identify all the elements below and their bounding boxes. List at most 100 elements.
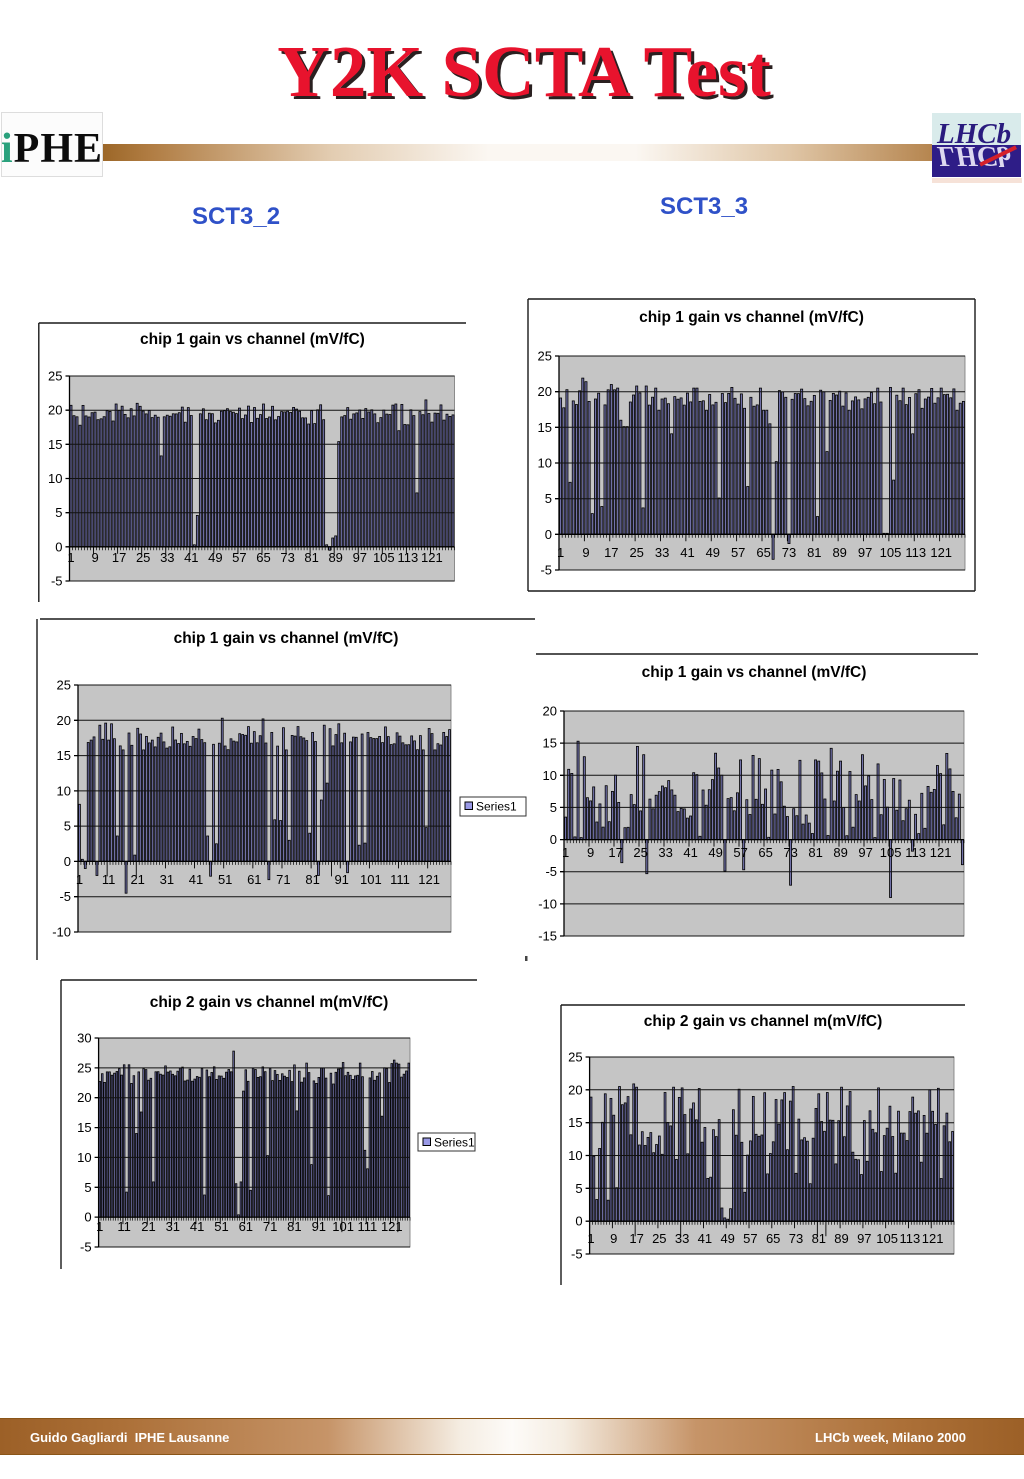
svg-text:9: 9 [582,545,589,560]
svg-text:121: 121 [930,545,952,560]
svg-text:chip 2 gain vs channel m(mV/fC: chip 2 gain vs channel m(mV/fC) [644,1013,883,1030]
svg-text:81: 81 [305,872,319,887]
svg-text:105: 105 [880,545,902,560]
svg-text:113: 113 [398,550,419,565]
svg-text:1: 1 [587,1231,594,1246]
svg-text:10: 10 [48,471,62,486]
svg-text:9: 9 [610,1231,617,1246]
svg-text:65: 65 [758,845,772,860]
svg-text:Series1: Series1 [476,800,517,814]
svg-text:25: 25 [568,1050,582,1065]
svg-text:121: 121 [421,550,443,565]
svg-text:10: 10 [543,768,557,783]
svg-text:10: 10 [538,456,552,471]
svg-text:-5: -5 [571,1247,583,1262]
svg-text:33: 33 [658,845,672,860]
svg-text:121: 121 [381,1219,403,1234]
svg-text:73: 73 [782,545,796,560]
svg-text:33: 33 [675,1231,689,1246]
svg-text:9: 9 [587,845,594,860]
svg-text:49: 49 [708,845,722,860]
svg-text:73: 73 [789,1231,803,1246]
svg-text:5: 5 [550,800,557,815]
svg-text:57: 57 [731,545,745,560]
svg-text:0: 0 [55,539,62,554]
svg-text:91: 91 [312,1219,326,1234]
svg-text:1: 1 [96,1219,103,1234]
svg-text:81: 81 [808,845,822,860]
svg-text:-10: -10 [538,896,557,911]
svg-text:21: 21 [130,872,144,887]
svg-text:chip 2 gain vs channel m(mV/fC: chip 2 gain vs channel m(mV/fC) [150,994,389,1011]
svg-text:-5: -5 [59,889,71,904]
svg-text:chip 1 gain vs channel (mV/fC): chip 1 gain vs channel (mV/fC) [642,664,867,681]
svg-text:17: 17 [629,1231,643,1246]
svg-text:15: 15 [77,1120,91,1135]
svg-text:65: 65 [256,550,270,565]
svg-text:5: 5 [55,505,62,520]
svg-text:57: 57 [743,1231,757,1246]
svg-text:81: 81 [287,1219,301,1234]
svg-text:10: 10 [57,783,71,798]
svg-text:49: 49 [720,1231,734,1246]
svg-text:89: 89 [832,545,846,560]
svg-text:121: 121 [930,845,952,860]
svg-text:105: 105 [880,845,902,860]
svg-text:1: 1 [562,845,569,860]
svg-text:Series1: Series1 [434,1136,475,1150]
svg-text:20: 20 [543,704,557,719]
svg-text:89: 89 [328,550,342,565]
svg-text:41: 41 [680,545,694,560]
svg-text:31: 31 [166,1219,180,1234]
svg-text:97: 97 [858,545,872,560]
svg-text:25: 25 [136,550,150,565]
svg-text:5: 5 [575,1181,582,1196]
svg-text:10: 10 [568,1148,582,1163]
svg-text:0: 0 [84,1210,91,1225]
svg-text:20: 20 [568,1082,582,1097]
svg-text:41: 41 [190,1219,204,1234]
svg-text:33: 33 [160,550,174,565]
svg-text:81: 81 [304,550,318,565]
svg-text:11: 11 [102,872,116,887]
svg-text:-15: -15 [538,929,557,944]
svg-text:65: 65 [766,1231,780,1246]
svg-text:20: 20 [57,713,71,728]
svg-text:61: 61 [247,872,261,887]
svg-text:-5: -5 [51,574,63,589]
svg-text:65: 65 [756,545,770,560]
svg-text:-5: -5 [80,1240,92,1255]
svg-text:111: 111 [358,1219,378,1234]
svg-text:121: 121 [418,872,440,887]
svg-text:25: 25 [652,1231,666,1246]
svg-text:chip 1 gain vs channel (mV/fC): chip 1 gain vs channel (mV/fC) [639,309,864,326]
svg-text:30: 30 [77,1031,91,1046]
svg-text:113: 113 [905,545,926,560]
svg-text:73: 73 [280,550,294,565]
svg-text:15: 15 [543,736,557,751]
svg-text:15: 15 [57,748,71,763]
svg-text:33: 33 [655,545,669,560]
svg-text:-5: -5 [540,563,552,578]
svg-text:1: 1 [67,550,74,565]
svg-text:51: 51 [218,872,232,887]
svg-text:10: 10 [77,1150,91,1165]
svg-text:105: 105 [373,550,395,565]
svg-text:97: 97 [858,845,872,860]
svg-text:105: 105 [876,1231,898,1246]
svg-text:20: 20 [77,1090,91,1105]
svg-text:101: 101 [360,872,382,887]
svg-text:0: 0 [575,1214,582,1229]
svg-text:41: 41 [683,845,697,860]
svg-text:31: 31 [160,872,174,887]
svg-text:15: 15 [568,1115,582,1130]
svg-text:-10: -10 [52,925,71,940]
svg-text:111: 111 [390,872,410,887]
svg-text:71: 71 [263,1219,277,1234]
svg-text:81: 81 [812,1231,826,1246]
svg-text:97: 97 [857,1231,871,1246]
svg-text:17: 17 [604,545,618,560]
svg-text:25: 25 [48,369,62,384]
svg-text:20: 20 [538,384,552,399]
svg-text:-5: -5 [545,864,557,879]
